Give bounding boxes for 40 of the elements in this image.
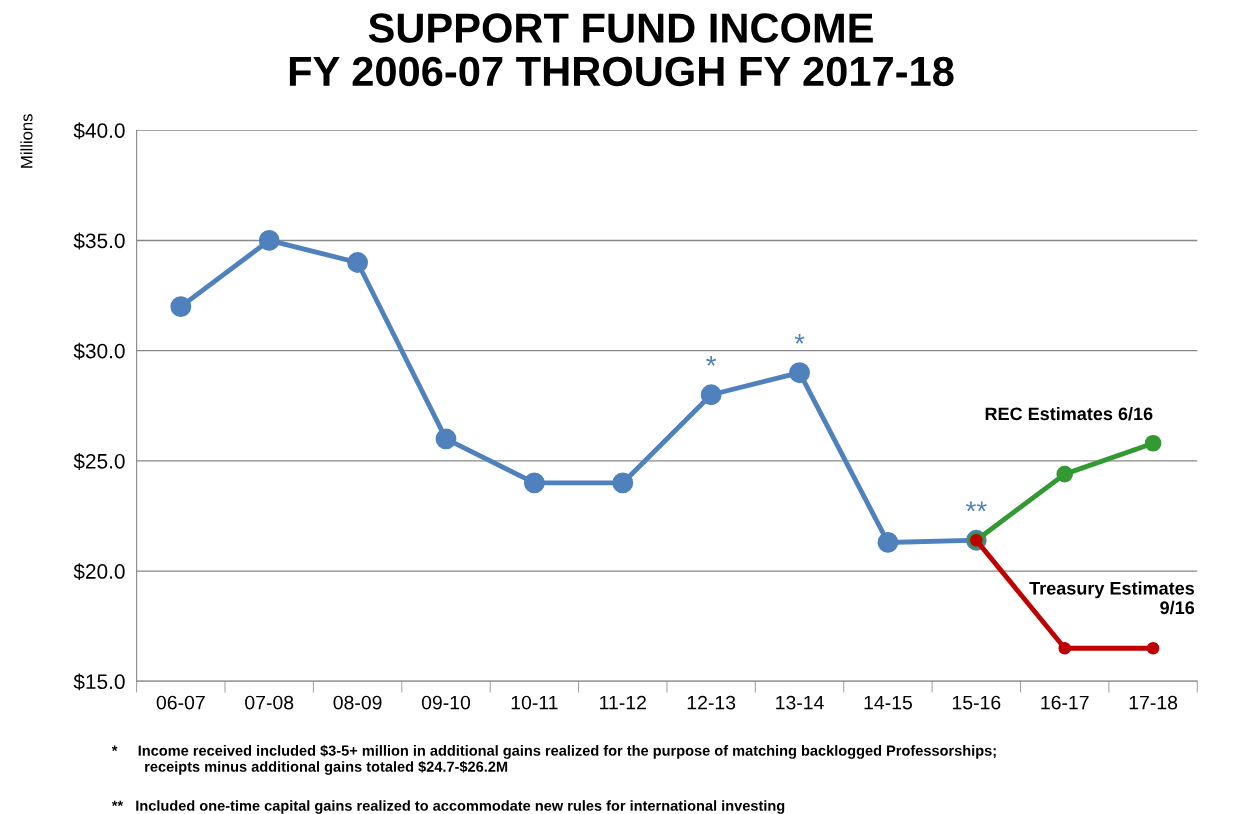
point [1146, 642, 1160, 655]
x-tick-label: 08-09 [333, 695, 382, 710]
point [1058, 642, 1071, 655]
x-tick-label: 06-07 [156, 695, 205, 710]
point [700, 384, 722, 406]
point [877, 532, 899, 553]
point [523, 472, 545, 494]
point [612, 472, 634, 494]
y-tick-label: $20.0 [73, 563, 125, 581]
point [170, 296, 192, 318]
y-tick-label: $15.0 [73, 673, 125, 691]
x-tick-label: 15-16 [952, 695, 1001, 710]
y-tick-label: $40.0 [73, 122, 125, 140]
annotation: ** [965, 501, 987, 512]
x-tick-label: 12-13 [687, 695, 736, 710]
x-tick-label: 09-10 [421, 695, 471, 710]
x-tick-label: 16-17 [1041, 695, 1089, 710]
point [347, 252, 369, 273]
annotation: * [706, 355, 717, 366]
point [435, 428, 457, 450]
x-tick-label: 07-08 [245, 695, 294, 710]
series-label: Treasury Estimates 9/16 [1029, 581, 1195, 615]
point [1144, 434, 1162, 452]
x-tick-label: 14-15 [864, 695, 912, 710]
text: ** Included one-time capital gains realized to accommodate new rules for international investing [111, 800, 785, 814]
point [1056, 465, 1074, 483]
point [258, 230, 280, 251]
x-tick-label: 17-18 [1129, 695, 1178, 710]
y-tick-label: $30.0 [73, 342, 125, 360]
text: * Income received included $3-5+ million in additional gains realized for the purpose of matching backlogged Professorships; receipts minus additional gains totaled $24.7-$26.2M [111, 744, 996, 775]
y-axis-title: Millions [20, 114, 33, 168]
y-tick-label: $35.0 [73, 232, 125, 250]
x-tick-label: 11-12 [600, 695, 646, 710]
annotation: * [794, 333, 805, 344]
x-tick-label: 10-11 [511, 695, 558, 710]
series-label: REC Estimates 6/16 [985, 406, 1153, 421]
chart-title: SUPPORT FUND INCOME FY 2006-07 THROUGH FY 2017-18 [289, 13, 954, 87]
x-tick-label: 13-14 [776, 695, 824, 710]
point [789, 362, 810, 384]
y-tick-label: $25.0 [73, 453, 125, 470]
